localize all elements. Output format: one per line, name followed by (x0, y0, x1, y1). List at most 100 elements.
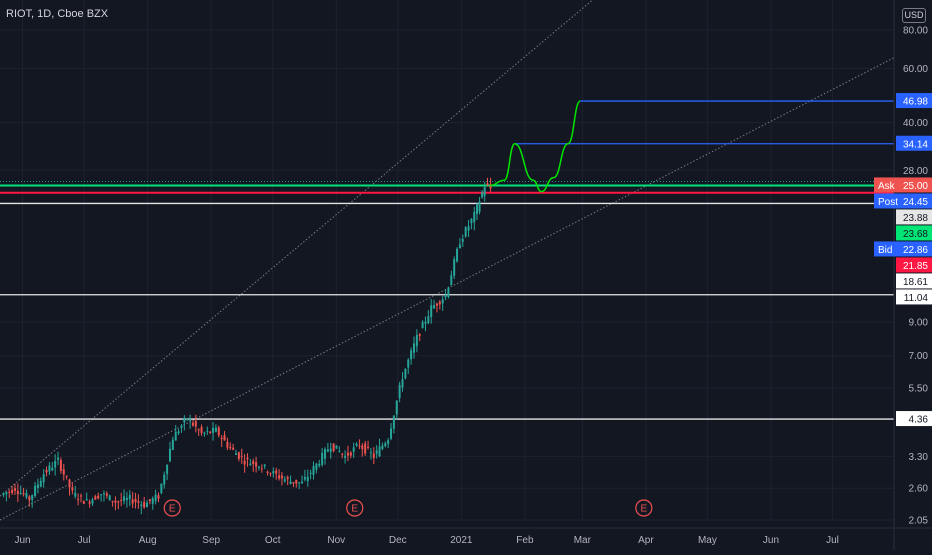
candle-body (191, 422, 194, 426)
candle-body (427, 316, 430, 324)
price-label-box (874, 177, 932, 193)
x-tick-label: Feb (516, 535, 534, 546)
candle-body (134, 498, 137, 503)
candle-body (102, 493, 105, 495)
candle-body (401, 379, 404, 388)
price-label: 24.45 (903, 197, 928, 208)
candle-body (398, 384, 401, 399)
candle-body (91, 499, 94, 504)
candle-body (151, 498, 154, 504)
x-tick-label: 2021 (450, 535, 473, 546)
candle-body (404, 368, 407, 379)
candle-body (441, 299, 444, 304)
candle-body (344, 455, 347, 458)
y-tick-label: 2.05 (909, 516, 929, 527)
candle-body (180, 425, 183, 428)
candle-body (323, 449, 326, 459)
candle-body (42, 474, 45, 483)
candle-body (475, 204, 478, 214)
candle-body (358, 445, 361, 447)
candle-body (120, 499, 123, 501)
price-label: 22.86 (903, 245, 928, 256)
candle-body (458, 244, 461, 249)
price-label-box (896, 93, 932, 109)
candle-body (223, 435, 226, 441)
candle-body (384, 443, 387, 447)
candle-body (220, 437, 223, 439)
candle-body (163, 474, 166, 485)
candle-body (272, 471, 275, 474)
y-tick-label: 3.30 (909, 452, 929, 463)
candle-body (315, 463, 318, 470)
candle-body (166, 464, 169, 475)
candle-body (79, 495, 82, 497)
candle-body (206, 430, 209, 432)
candle-body (407, 359, 410, 368)
earnings-marker-label: E (351, 504, 358, 515)
candle-body (39, 480, 42, 487)
candle-body (395, 400, 398, 415)
candle-body (289, 481, 292, 484)
x-tick-label: Aug (139, 535, 157, 546)
candle-body (171, 439, 174, 450)
candle-body (286, 477, 289, 480)
candle-body (117, 501, 120, 503)
candle-body (483, 187, 486, 196)
candle-body (338, 451, 341, 453)
candle-body (2, 493, 5, 496)
candle-body (381, 445, 384, 450)
earnings-marker (163, 499, 181, 517)
candle-body (123, 496, 126, 501)
candle-body (157, 495, 160, 499)
candle-body (392, 415, 395, 429)
price-label-prefix: Bid (878, 245, 892, 256)
candle-body (59, 459, 62, 471)
candle-body (183, 418, 186, 423)
candle-body (257, 466, 260, 468)
candle-body (375, 450, 378, 454)
candle-body (473, 211, 476, 223)
price-label-box (896, 289, 932, 305)
candle-body (111, 500, 114, 502)
candle-body (28, 496, 31, 501)
candle-body (372, 453, 375, 458)
currency-badge[interactable]: USD (902, 8, 926, 23)
candle-body (125, 497, 128, 501)
candle-body (108, 495, 111, 501)
candle-body (444, 295, 447, 298)
candle-body (68, 479, 71, 488)
candle-body (318, 464, 321, 466)
candle-body (461, 239, 464, 242)
y-tick-label: 40.00 (903, 118, 928, 129)
y-tick-label: 60.00 (903, 64, 928, 75)
candle-body (390, 428, 393, 439)
price-label-box (896, 225, 932, 241)
candle-body (298, 482, 301, 484)
candle-body (148, 499, 151, 502)
candle-body (88, 501, 91, 504)
y-tick-label: 9.00 (909, 318, 929, 329)
candle-body (283, 479, 286, 482)
candle-body (94, 496, 97, 500)
price-label: 23.68 (903, 229, 928, 240)
candle-body (367, 446, 370, 448)
candle-body (5, 492, 8, 495)
candle-body (54, 460, 57, 468)
x-tick-label: Sep (202, 535, 220, 546)
chart-title: RIOT, 1D, Cboe BZX (6, 8, 109, 20)
candle-body (349, 452, 352, 456)
candle-body (146, 502, 149, 508)
x-tick-label: Mar (574, 535, 592, 546)
candle-body (249, 463, 252, 466)
candle-body (62, 469, 65, 475)
candle-body (467, 226, 470, 231)
trendline (0, 0, 593, 497)
x-tick-label: Jun (763, 535, 779, 546)
price-label: 21.85 (903, 261, 928, 272)
price-label: 34.14 (903, 139, 928, 150)
candle-body (364, 443, 367, 454)
candle-body (263, 464, 266, 467)
candle-body (303, 477, 306, 480)
